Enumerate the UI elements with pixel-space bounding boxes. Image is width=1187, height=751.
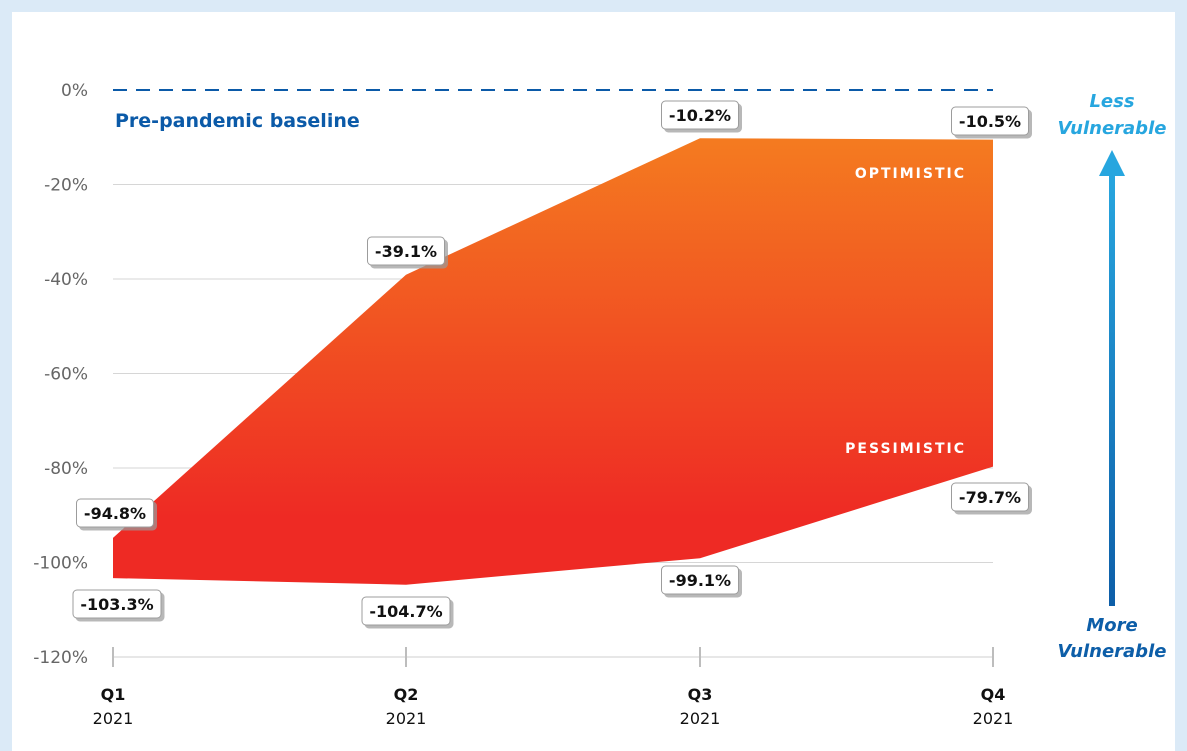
data-label-box [367, 236, 445, 266]
x-tick-quarter: Q3 [688, 685, 713, 704]
scenario-labels: OPTIMISTIC PESSIMISTIC [845, 166, 966, 457]
data-label-text: -10.5% [959, 112, 1021, 131]
more-label-line1: More [1086, 615, 1137, 636]
data-label-text: -99.1% [669, 571, 731, 590]
data-label: -79.7% [951, 482, 1029, 512]
y-tick-label: 0% [61, 81, 88, 101]
data-label: -10.2% [661, 100, 739, 130]
data-label-text: -10.2% [669, 106, 731, 125]
y-tick-label: -100% [33, 554, 88, 574]
x-tick-quarter: Q2 [394, 685, 419, 704]
x-tick-quarter: Q4 [981, 685, 1006, 704]
data-label: -99.1% [661, 565, 739, 595]
data-label: -103.3% [72, 589, 162, 619]
data-label: -94.8% [76, 498, 154, 528]
y-tick-label: -80% [44, 459, 88, 479]
scenario-label-pessimistic: PESSIMISTIC [845, 441, 966, 457]
x-tick-year: 2021 [93, 709, 134, 728]
scenario-label-optimistic: OPTIMISTIC [855, 166, 966, 182]
data-label-box [661, 100, 739, 130]
data-labels: -94.8% -39.1% -10.2% -10.5% -103.3% -104.7% -9… [72, 100, 1029, 626]
vulnerability-indicator: Less Vulnerable More Vulnerable [1058, 91, 1167, 662]
data-label-box [951, 106, 1029, 136]
more-label-line2: Vulnerable [1058, 641, 1167, 662]
arrow-up-icon [1099, 150, 1125, 176]
data-label-text: -39.1% [375, 242, 437, 261]
data-label-box [361, 596, 451, 626]
y-tick-label: -120% [33, 648, 88, 668]
scenario-area [113, 138, 993, 585]
y-tick-label: -40% [44, 270, 88, 290]
data-label: -39.1% [367, 236, 445, 266]
y-tick-label: -20% [44, 176, 88, 196]
scenario-band [113, 138, 993, 585]
baseline: Pre-pandemic baseline [113, 89, 993, 132]
y-tick-label: -60% [44, 365, 88, 385]
baseline-label: Pre-pandemic baseline [115, 110, 360, 132]
less-label-line2: Vulnerable [1058, 118, 1167, 139]
less-label-line1: Less [1089, 91, 1134, 112]
data-label: -104.7% [361, 596, 451, 626]
data-label-box [72, 589, 162, 619]
data-label-box [76, 498, 154, 528]
data-label-text: -104.7% [369, 602, 442, 621]
data-label-text: -79.7% [959, 488, 1021, 507]
data-label-box [661, 565, 739, 595]
x-tick-quarter: Q1 [101, 685, 126, 704]
x-tick-year: 2021 [973, 709, 1014, 728]
data-label-text: -103.3% [80, 595, 153, 614]
data-label: -10.5% [951, 106, 1029, 136]
y-axis: 0% -20% -40% -60% -80% -100% -120% [33, 81, 88, 668]
vulnerability-arrow-shaft [1109, 172, 1115, 606]
x-tick-year: 2021 [680, 709, 721, 728]
data-label-text: -94.8% [84, 504, 146, 523]
data-label-box [951, 482, 1029, 512]
x-axis: Q1 2021 Q2 2021 Q3 2021 Q4 2021 [93, 647, 1014, 728]
x-tick-year: 2021 [386, 709, 427, 728]
